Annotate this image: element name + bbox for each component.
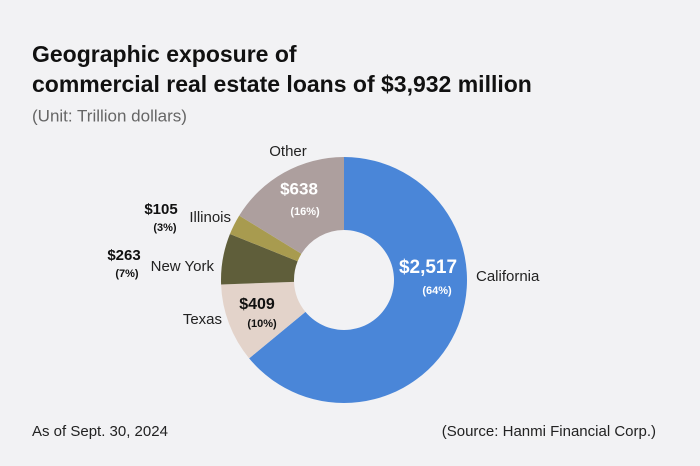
donut-slice	[239, 157, 344, 254]
value-label: $2,517	[399, 257, 457, 278]
donut-slice	[221, 233, 298, 285]
donut-slice	[229, 215, 302, 262]
share-label: (10%)	[247, 318, 277, 330]
share-label: (16%)	[290, 206, 320, 218]
chart-subtitle: (Unit: Trillion dollars)	[32, 106, 187, 125]
slice-label: New York	[151, 258, 215, 275]
slice-label: Texas	[183, 311, 222, 328]
chart-title: commercial real estate loans of $3,932 m…	[32, 71, 532, 97]
donut-slice	[249, 157, 468, 404]
chart-title: Geographic exposure of	[32, 41, 297, 67]
donut-slice	[221, 281, 306, 359]
value-label: $638	[280, 179, 318, 198]
slice-label: Illinois	[189, 209, 231, 226]
value-label: $409	[239, 296, 275, 313]
share-label: (64%)	[422, 285, 452, 297]
value-label: $105	[144, 201, 177, 218]
share-label: (3%)	[153, 222, 177, 234]
share-label: (7%)	[115, 268, 139, 280]
value-label: $263	[107, 247, 140, 264]
note: As of Sept. 30, 2024	[32, 423, 168, 440]
source: (Source: Hanmi Financial Corp.)	[442, 423, 656, 440]
slice-label: Other	[269, 143, 307, 160]
slice-label: California	[476, 268, 540, 285]
